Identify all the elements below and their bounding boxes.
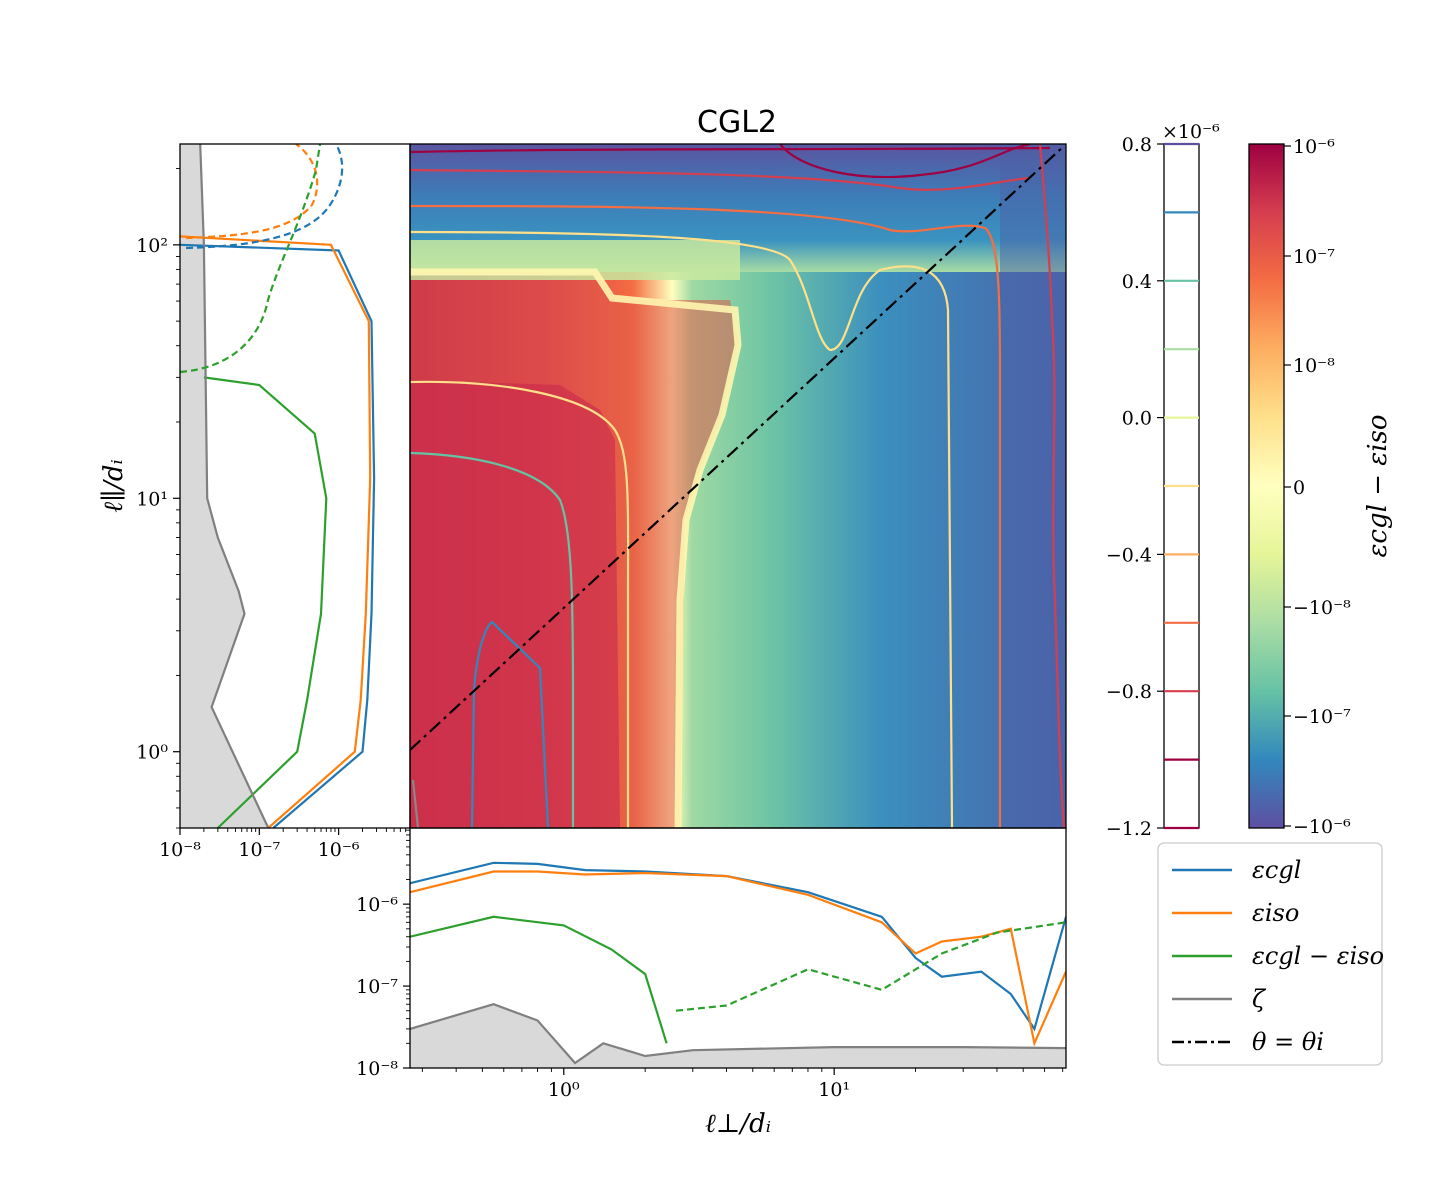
heatmap-right-edge bbox=[1000, 144, 1066, 828]
bottom-series-dashed-2 bbox=[675, 921, 1066, 1012]
colorbar: 10⁻⁶ 10⁻⁷ 10⁻⁸ 0 −10⁻⁸ −10⁻⁷ −10⁻⁶ εcgl − εiso bbox=[1248, 136, 1393, 838]
left-panel: 10⁻⁸ 10⁻⁷ 10⁻⁶ 10⁰ 10¹ 10² bbox=[136, 143, 411, 861]
bottom-xtick-label: 10⁰ bbox=[548, 1079, 580, 1101]
legend-entries: εcgl εiso εcgl − εiso ζ θ = θi bbox=[1172, 856, 1384, 1056]
left-xtick-label: 10⁻⁸ bbox=[159, 839, 201, 861]
x-axis-label: ℓ⊥/dᵢ bbox=[705, 1109, 771, 1139]
contour-level-6 bbox=[410, 230, 954, 828]
colorbar-tick-label: −10⁻⁶ bbox=[1293, 816, 1351, 838]
colorbar-gradient bbox=[1248, 143, 1285, 829]
legend-frame bbox=[1157, 842, 1383, 1066]
contour-bar-multiplier: ×10⁻⁶ bbox=[1162, 121, 1220, 143]
contour-bar-tick-label: 0.0 bbox=[1122, 408, 1152, 430]
contour-bar-lines bbox=[1164, 142, 1199, 830]
contour-level-9 bbox=[470, 620, 550, 828]
heatmap-ridge bbox=[410, 268, 742, 828]
left-series-line-0 bbox=[180, 243, 376, 828]
chart-title: CGL2 bbox=[697, 105, 777, 140]
legend-label: θ = θi bbox=[1252, 1028, 1324, 1056]
contour-level-7 bbox=[410, 380, 630, 828]
bottom-zeta-fill bbox=[410, 1004, 1066, 1068]
left-xtick-label: 10⁻⁶ bbox=[318, 839, 360, 861]
legend-label: εiso bbox=[1252, 899, 1299, 927]
heatmap-panel bbox=[410, 144, 1066, 828]
colorbar-tick-label: −10⁻⁸ bbox=[1293, 597, 1351, 619]
bottom-xtick-label: 10¹ bbox=[818, 1079, 850, 1101]
bottom-series-line-3 bbox=[410, 1003, 1066, 1065]
heatmap-deep-red bbox=[410, 380, 620, 828]
left-xtick-label: 10⁻⁷ bbox=[238, 839, 280, 861]
left-series-line-3 bbox=[199, 144, 270, 828]
contour-bar-tick-label: −1.2 bbox=[1106, 818, 1152, 840]
contour-level-3 bbox=[410, 168, 1031, 191]
bottom-panel: 10⁻⁸ 10⁻⁷ 10⁻⁶ 10⁰ 10¹ bbox=[356, 827, 1067, 1101]
bottom-series-line-2 bbox=[410, 915, 668, 1044]
y-axis-label: ℓ∥/dᵢ bbox=[99, 459, 129, 512]
colorbar-tick-label: 0 bbox=[1293, 477, 1305, 499]
bottom-ticks: 10⁻⁸ 10⁻⁷ 10⁻⁶ 10⁰ 10¹ bbox=[356, 829, 1064, 1101]
contour-level-10 bbox=[411, 779, 420, 828]
colorbar-tick-label: 10⁻⁷ bbox=[1293, 246, 1335, 268]
bottom-ytick-label: 10⁻⁶ bbox=[356, 894, 398, 916]
bottom-ytick-label: 10⁻⁸ bbox=[356, 1058, 398, 1080]
heatmap-contours bbox=[410, 144, 1066, 828]
contour-bar-ticks: 0.8 0.4 0.0 −0.4 −0.8 −1.2 bbox=[1106, 134, 1164, 840]
left-dashed-branch-2 bbox=[180, 144, 322, 374]
contour-level-2 bbox=[779, 144, 1031, 178]
contour-level-4 bbox=[1038, 144, 1066, 828]
colorbar-ticks: 10⁻⁶ 10⁻⁷ 10⁻⁸ 0 −10⁻⁸ −10⁻⁷ −10⁻⁶ bbox=[1284, 136, 1351, 838]
contour-bar-tick-label: −0.8 bbox=[1106, 681, 1152, 703]
contour-level-5 bbox=[410, 204, 1002, 828]
left-ytick-label: 10⁰ bbox=[136, 742, 168, 764]
left-dashed-branch-1 bbox=[185, 144, 344, 250]
left-frame bbox=[179, 143, 411, 829]
bottom-series-line-1 bbox=[410, 870, 1066, 1047]
contour-bar-tick-label: 0.4 bbox=[1122, 271, 1152, 293]
left-series-line-2 bbox=[203, 376, 328, 828]
left-ytick-label: 10² bbox=[136, 235, 168, 257]
left-series-line-1 bbox=[180, 235, 372, 828]
legend: εcgl εiso εcgl − εiso ζ θ = θi bbox=[1157, 842, 1384, 1066]
left-dashed-branch-0 bbox=[185, 144, 319, 240]
theta-line bbox=[410, 145, 1065, 751]
colorbar-tick-label: 10⁻⁸ bbox=[1293, 355, 1335, 377]
legend-label: ζ bbox=[1252, 985, 1267, 1013]
legend-label: εcgl − εiso bbox=[1252, 942, 1384, 970]
bottom-series-lines bbox=[410, 861, 1066, 1065]
left-series-lines bbox=[180, 144, 376, 828]
colorbar-label: εcgl − εiso bbox=[1363, 414, 1393, 557]
contour-level-bar: ×10⁻⁶ 0.8 0.4 0.0 −0.4 −0.8 −1.2 bbox=[1106, 121, 1220, 840]
contour-bar-tick-label: 0.8 bbox=[1122, 134, 1152, 156]
left-ticks: 10⁻⁸ 10⁻⁷ 10⁻⁶ 10⁰ 10¹ 10² bbox=[136, 168, 407, 861]
bottom-frame bbox=[409, 827, 1067, 1069]
bottom-series-line-0 bbox=[410, 861, 1066, 1032]
legend-label: εcgl bbox=[1252, 856, 1301, 884]
left-zeta-fill bbox=[180, 144, 269, 828]
contour-bar-tick-label: −0.4 bbox=[1106, 544, 1152, 566]
contour-level-8 bbox=[410, 451, 575, 828]
bottom-ytick-label: 10⁻⁷ bbox=[356, 976, 398, 998]
colorbar-tick-label: −10⁻⁷ bbox=[1293, 706, 1351, 728]
contour-level-1 bbox=[410, 146, 1051, 154]
colorbar-tick-label: 10⁻⁶ bbox=[1293, 136, 1335, 158]
left-ytick-label: 10¹ bbox=[136, 488, 168, 510]
